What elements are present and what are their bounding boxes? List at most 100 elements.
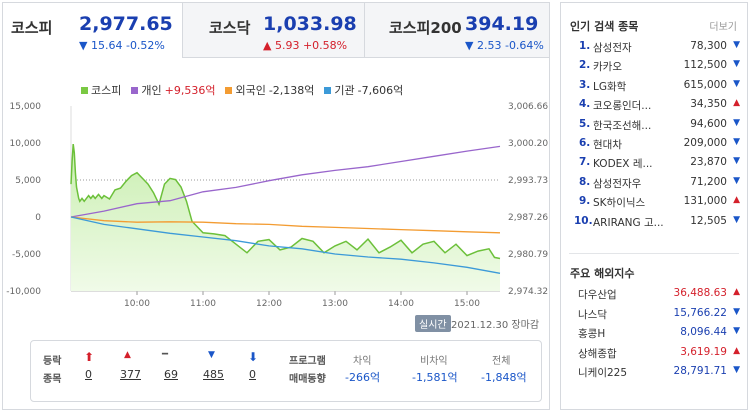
legend-item-kospi[interactable]: 코스피 bbox=[81, 82, 121, 98]
chart-legend: 코스피 개인 +9,536억 외국인 -2,138억 기관 -7,606억 bbox=[81, 82, 403, 98]
down-arrow-icon: ▼ bbox=[733, 326, 740, 337]
breadth-label: 종목 bbox=[43, 374, 62, 385]
down-arrow-icon: ▼ bbox=[733, 137, 740, 147]
stock-price: 615,000 bbox=[683, 78, 727, 91]
down-arrow-icon: ▼ bbox=[733, 40, 740, 50]
world-index-item[interactable]: 상해종합 3,619.19 ▲ bbox=[561, 346, 747, 365]
up-arrow-icon: ▲ bbox=[263, 39, 272, 52]
popular-item[interactable]: 6. 현대차 209,000 ▼ bbox=[561, 137, 747, 156]
down-arrow-icon: ▼ bbox=[79, 39, 88, 52]
program-label: 매매동향 bbox=[289, 374, 326, 385]
world-index-item[interactable]: 다우산업 36,488.63 ▲ bbox=[561, 287, 747, 306]
tab-change: ▼ 15.64 -0.52% bbox=[79, 39, 165, 52]
popular-item[interactable]: 10. ARIRANG 고... 12,505 ▼ bbox=[561, 215, 747, 234]
legend-value: -7,606억 bbox=[357, 84, 404, 97]
stock-name[interactable]: SK하이닉스 bbox=[593, 197, 646, 210]
left-axis-tick: 0 bbox=[35, 213, 41, 223]
arbitrage-value: -266억 bbox=[345, 371, 381, 384]
index-tabs: 코스피 2,977.65 ▼ 15.64 -0.52% 코스닥 1,033.98… bbox=[3, 3, 549, 58]
popular-item[interactable]: 9. SK하이닉스 131,000 ▲ bbox=[561, 195, 747, 214]
legend-item-institution[interactable]: 기관 -7,606억 bbox=[324, 82, 403, 98]
x-axis-tick: 15:00 bbox=[454, 299, 480, 309]
side-panel: 인기 검색 종목 더보기 1. 삼성전자 78,300 ▼ 2. 카카오 112,500 ▼ 3… bbox=[560, 2, 748, 410]
right-axis-tick: 2,993.73 bbox=[508, 176, 548, 186]
rise-count[interactable]: 377 bbox=[120, 368, 141, 381]
left-axis-tick: -5,000 bbox=[12, 250, 41, 260]
stock-name[interactable]: LG화학 bbox=[593, 80, 627, 93]
stock-name[interactable]: 코오롱인더... bbox=[593, 100, 652, 113]
stock-price: 34,350 bbox=[690, 98, 727, 111]
flat-count[interactable]: 69 bbox=[164, 368, 178, 381]
right-axis-tick: 2,980.79 bbox=[508, 250, 548, 260]
rank: 4. bbox=[579, 98, 591, 111]
right-axis-tick: 3,006.66 bbox=[508, 102, 548, 112]
foreign-line bbox=[70, 216, 501, 234]
down-arrow-icon: ▼ bbox=[733, 117, 740, 128]
legend-swatch bbox=[131, 86, 139, 94]
rank: 1. bbox=[579, 40, 591, 52]
legend-item-foreign[interactable]: 외국인 -2,138억 bbox=[225, 82, 314, 98]
stock-name[interactable]: 삼성전자우 bbox=[593, 177, 642, 190]
tab-kosdaq[interactable]: 코스닥 1,033.98 ▲ 5.93 +0.58% bbox=[183, 3, 365, 58]
market-summary: 등락 종목 ⬆ 0 ▲ 377 ━ 69 ▼ 485 ⬇ 0 프로그램 매매동향… bbox=[30, 340, 542, 402]
tab-kospi[interactable]: 코스피 2,977.65 ▼ 15.64 -0.52% bbox=[3, 3, 183, 58]
popular-item[interactable]: 3. LG화학 615,000 ▼ bbox=[561, 79, 747, 98]
stock-name[interactable]: 한국조선해... bbox=[593, 119, 652, 132]
legend-swatch bbox=[81, 86, 88, 94]
lower-limit-count[interactable]: 0 bbox=[249, 368, 256, 381]
stock-name[interactable]: 삼성전자 bbox=[593, 42, 632, 54]
index-name[interactable]: 다우산업 bbox=[578, 289, 617, 301]
legend-label: 기관 bbox=[334, 84, 355, 97]
up-arrow-icon: ▲ bbox=[733, 98, 740, 109]
world-index-item[interactable]: 니케이225 28,791.71 ▼ bbox=[561, 365, 747, 384]
fall-icon: ▼ bbox=[208, 350, 215, 360]
x-axis-tick: 12:00 bbox=[256, 299, 282, 309]
legend-swatch bbox=[225, 86, 233, 94]
change-rate: -0.64% bbox=[504, 39, 544, 52]
popular-item[interactable]: 5. 한국조선해... 94,600 ▼ bbox=[561, 118, 747, 137]
right-axis-tick: 2,987.26 bbox=[508, 213, 548, 223]
popular-item[interactable]: 4. 코오롱인더... 34,350 ▲ bbox=[561, 98, 747, 117]
rank: 9. bbox=[579, 195, 591, 208]
stock-price: 209,000 bbox=[683, 137, 727, 149]
market-date-status: 2021.12.30 장마감 bbox=[451, 320, 540, 331]
divider bbox=[569, 253, 739, 254]
world-index-item[interactable]: 나스닥 15,766.22 ▼ bbox=[561, 307, 747, 326]
non-arbitrage-header: 비차익 bbox=[420, 356, 448, 367]
up-arrow-icon: ▲ bbox=[733, 345, 740, 356]
legend-item-individual[interactable]: 개인 +9,536억 bbox=[131, 82, 215, 98]
tab-value: 1,033.98 bbox=[263, 13, 357, 35]
popular-item[interactable]: 8. 삼성전자우 71,200 ▼ bbox=[561, 176, 747, 195]
popular-item[interactable]: 7. KODEX 레... 23,870 ▼ bbox=[561, 156, 747, 175]
index-name[interactable]: 나스닥 bbox=[578, 308, 607, 321]
total-header: 전체 bbox=[492, 356, 511, 367]
world-index-item[interactable]: 홍콩H 8,096.44 ▼ bbox=[561, 326, 747, 345]
index-name[interactable]: 홍콩H bbox=[578, 328, 606, 341]
down-arrow-icon: ▼ bbox=[733, 365, 740, 376]
tab-kospi200[interactable]: 코스피200 394.19 ▼ 2.53 -0.64% bbox=[365, 3, 549, 58]
popular-item[interactable]: 2. 카카오 112,500 ▼ bbox=[561, 59, 747, 78]
left-axis-tick: -10,000 bbox=[6, 287, 41, 297]
rank: 2. bbox=[579, 59, 591, 72]
stock-name[interactable]: KODEX 레... bbox=[593, 158, 653, 171]
intraday-chart[interactable]: 15,000 10,000 5,000 0 -5,000 -10,000 3,006.66 3… bbox=[3, 98, 549, 310]
stock-name[interactable]: 현대차 bbox=[593, 139, 622, 151]
index-value: 3,619.19 bbox=[680, 345, 727, 358]
index-value: 28,791.71 bbox=[673, 365, 727, 378]
kospi-line bbox=[70, 144, 501, 260]
fall-count[interactable]: 485 bbox=[203, 368, 224, 381]
tab-change: ▲ 5.93 +0.58% bbox=[263, 39, 347, 52]
x-axis-tick: 14:00 bbox=[388, 299, 414, 309]
index-name[interactable]: 니케이225 bbox=[578, 367, 628, 380]
breadth-label: 등락 bbox=[43, 356, 62, 367]
popular-item[interactable]: 1. 삼성전자 78,300 ▼ bbox=[561, 40, 747, 59]
more-link[interactable]: 더보기 bbox=[709, 22, 737, 33]
live-button[interactable]: 실시간 bbox=[415, 315, 451, 332]
stock-name[interactable]: ARIRANG 고... bbox=[593, 216, 664, 229]
index-name[interactable]: 상해종합 bbox=[578, 347, 617, 360]
stock-price: 23,870 bbox=[690, 156, 727, 169]
legend-value: -2,138억 bbox=[268, 84, 315, 97]
stock-name[interactable]: 카카오 bbox=[593, 61, 622, 74]
right-axis-tick: 3,000.20 bbox=[508, 139, 548, 149]
upper-limit-count[interactable]: 0 bbox=[85, 368, 92, 381]
